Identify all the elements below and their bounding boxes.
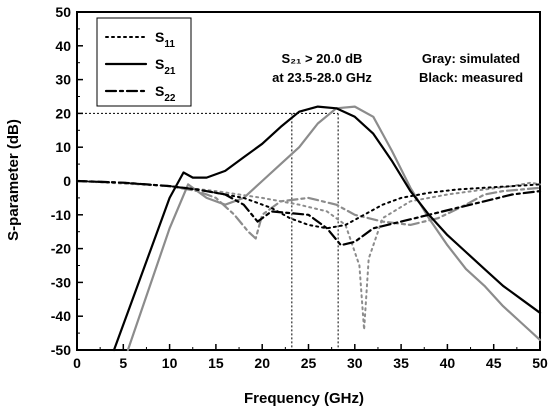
x-tick-label: 10 [162, 355, 178, 371]
series-layer [75, 105, 542, 352]
series-line-s22-simulated [75, 179, 542, 240]
x-tick-label: 40 [440, 355, 456, 371]
legend: S11 S21 S22 [96, 17, 192, 107]
y-tick-label: -10 [51, 207, 71, 223]
y-tick-label: 20 [55, 105, 71, 121]
x-tick-label: 20 [254, 355, 270, 371]
x-tick-label: 30 [347, 355, 363, 371]
y-tick-label: -40 [51, 308, 71, 324]
y-tick-label: 40 [55, 38, 71, 54]
series-line-s11-measured [76, 180, 541, 230]
y-tick-label: 10 [55, 139, 71, 155]
y-tick-label: 50 [55, 4, 71, 20]
legend-label: S21 [155, 56, 176, 77]
x-tick-label: 35 [393, 355, 409, 371]
legend-label: S11 [155, 29, 175, 50]
annotation-spec-line2: at 23.5-28.0 GHz [272, 70, 372, 85]
x-tick-label: 45 [486, 355, 502, 371]
legend-box [96, 17, 192, 107]
x-axis-ticks: 0 5 10 15 20 25 30 35 40 45 50 [73, 344, 548, 371]
y-tick-label: -30 [51, 274, 71, 290]
reference-lines [77, 112, 339, 350]
x-tick-label: 0 [73, 355, 81, 371]
y-tick-label: 30 [55, 72, 71, 88]
x-tick-label: 15 [208, 355, 224, 371]
series-line-s22-measured [75, 179, 542, 247]
series-line-s21-simulated [126, 105, 542, 352]
y-tick-label: -50 [51, 342, 71, 358]
annotation-gray-note: Gray: simulated [422, 51, 520, 66]
y-tick-label: 0 [63, 173, 71, 189]
y-tick-label: -20 [51, 241, 71, 257]
x-axis-label: Frequency (GHz) [244, 390, 364, 407]
annotation-black-note: Black: measured [419, 70, 523, 85]
x-tick-label: 50 [532, 355, 548, 371]
y-axis-label: S-parameter (dB) [5, 119, 22, 241]
x-tick-label: 5 [119, 355, 127, 371]
annotation-spec-line1: S₂₁ > 20.0 dB [282, 51, 363, 66]
y-axis-ticks: -50 -40 -30 -20 -10 0 10 20 30 40 50 [51, 4, 83, 358]
legend-label: S22 [155, 83, 176, 104]
x-tick-label: 25 [301, 355, 317, 371]
series-line-s21-measured [112, 105, 542, 352]
